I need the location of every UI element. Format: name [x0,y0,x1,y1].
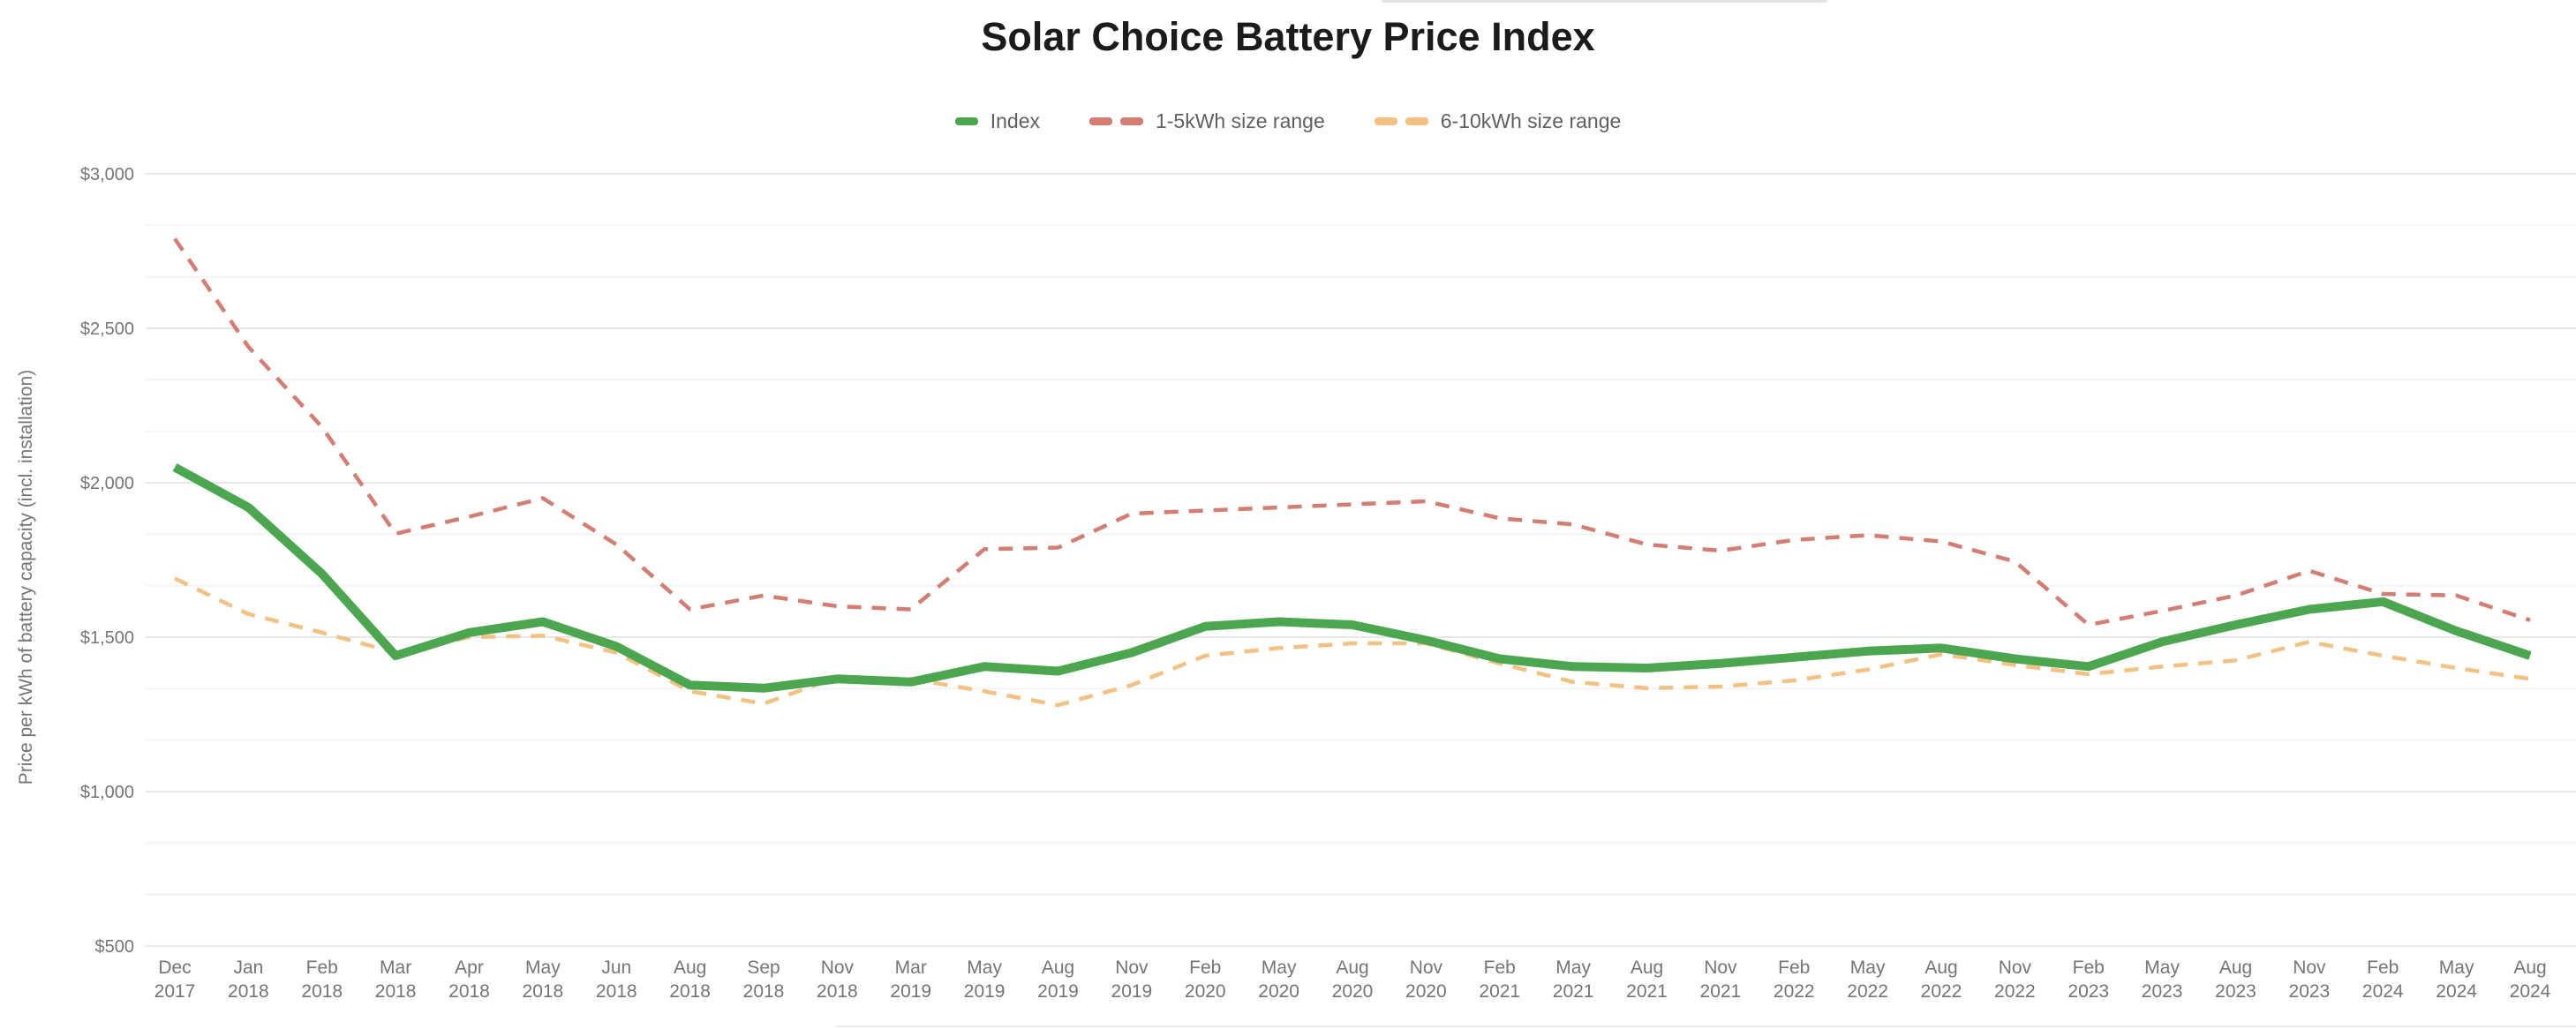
x-tick-label-year: 2023 [2215,981,2256,1002]
x-tick-label-year: 2018 [228,981,269,1002]
x-tick-label-month: Aug [2219,958,2252,978]
x-tick-label-year: 2020 [1185,981,1226,1002]
x-tick-label-year: 2020 [1258,981,1299,1002]
x-tick-label-year: 2024 [2436,981,2477,1002]
x-tick-label-year: 2018 [596,981,637,1002]
x-tick-label-month: Feb [306,958,338,978]
x-tick-label-month: May [1850,958,1886,978]
x-tick-label-year: 2019 [1111,981,1153,1002]
x-tick-label-month: Nov [1115,958,1149,978]
x-tick-label-year: 2019 [890,981,931,1002]
x-tick-label-month: Mar [895,958,927,978]
x-tick-label-month: Nov [1410,958,1443,978]
x-tick-label-month: May [2144,958,2180,978]
legend-label: 6-10kWh size range [1440,109,1622,132]
x-tick-label-month: Aug [1631,958,1663,978]
x-tick-label-year: 2021 [1479,981,1520,1002]
x-tick-label-month: Nov [1704,958,1737,978]
dashed-line-swatch [1374,116,1428,125]
x-tick-label-year: 2018 [301,981,343,1002]
chart-legend: Index 1-5kWh size range 6-10kWh size ran… [0,106,2576,136]
index-line-swatch [954,116,978,125]
x-tick-label-month: Feb [1778,958,1810,978]
y-tick-label: $1,500 [80,628,134,648]
x-tick-label-month: Aug [674,958,706,978]
x-tick-label-year: 2021 [1553,981,1594,1002]
x-tick-label-month: Jan [233,958,263,978]
x-tick-label-year: 2024 [2510,981,2551,1002]
x-tick-label-year: 2021 [1626,981,1668,1002]
x-tick-label-year: 2023 [2142,981,2183,1002]
chart-title: Solar Choice Battery Price Index [981,14,1595,59]
x-tick-label-month: Aug [2513,958,2546,978]
cropped-bottom-element-edge [836,1025,2576,1027]
x-tick-label-month: Nov [2293,958,2326,978]
x-tick-label-month: Feb [2073,958,2105,978]
cropped-header-edge [1382,0,1827,3]
y-tick-label: $2,500 [80,319,134,339]
x-tick-label-month: Feb [2367,958,2399,978]
legend-label: 1-5kWh size range [1155,109,1325,132]
x-tick-label-year: 2018 [375,981,417,1002]
series-line-6-10kwh-size-range[interactable] [174,576,2531,708]
y-tick-label: $3,000 [80,165,134,184]
x-tick-label-year: 2022 [1994,981,2036,1002]
x-tick-label-month: Apr [455,958,484,978]
x-tick-label-month: Nov [821,958,855,978]
legend-label: Index [990,109,1040,132]
x-tick-label-month: Jun [601,958,631,978]
x-tick-label-year: 2018 [523,981,564,1002]
x-tick-label-month: Aug [1042,958,1074,978]
x-tick-label-month: Aug [1336,958,1368,978]
y-tick-label: $500 [95,937,135,957]
x-tick-label-month: Dec [158,958,191,978]
y-tick-label: $1,000 [80,783,134,802]
series-line-index[interactable] [172,463,2532,693]
x-tick-label-year: 2020 [1405,981,1447,1002]
legend-item-1-5kwh[interactable]: 1-5kWh size range [1088,109,1325,133]
legend-item-6-10kwh[interactable]: 6-10kWh size range [1374,109,1622,133]
dashed-line-swatch [1088,116,1143,125]
x-tick-label-month: May [967,958,1002,978]
x-tick-label-year: 2020 [1332,981,1374,1002]
x-tick-label-year: 2019 [964,981,1006,1002]
x-tick-label-month: Mar [380,958,411,978]
x-tick-label-year: 2018 [669,981,711,1002]
x-tick-label-month: Nov [1999,958,2032,978]
y-tick-label: $2,000 [80,474,134,493]
x-tick-label-year: 2022 [1847,981,1888,1002]
legend-item-index[interactable]: Index [954,109,1040,133]
x-tick-label-year: 2022 [1774,981,1815,1002]
x-tick-label-year: 2021 [1700,981,1742,1002]
x-tick-label-month: May [1555,958,1591,978]
series-line-1-5kwh-size-range[interactable] [173,237,2531,627]
x-tick-label-year: 2022 [1921,981,1962,1002]
x-tick-label-month: Aug [1924,958,1957,978]
x-tick-label-month: Feb [1484,958,1516,978]
x-tick-label-month: May [525,958,561,978]
x-tick-label-year: 2019 [1037,981,1079,1002]
x-tick-label-year: 2017 [154,981,196,1002]
x-tick-label-year: 2018 [743,981,785,1002]
x-tick-label-month: Feb [1189,958,1221,978]
x-tick-label-year: 2023 [2068,981,2109,1002]
x-tick-label-year: 2024 [2362,981,2404,1002]
x-tick-label-year: 2023 [2289,981,2331,1002]
x-tick-label-month: May [2439,958,2474,978]
x-tick-label-year: 2018 [817,981,858,1002]
x-tick-label-month: May [1262,958,1297,978]
x-tick-label-year: 2018 [448,981,490,1002]
x-tick-label-month: Sep [747,958,780,978]
